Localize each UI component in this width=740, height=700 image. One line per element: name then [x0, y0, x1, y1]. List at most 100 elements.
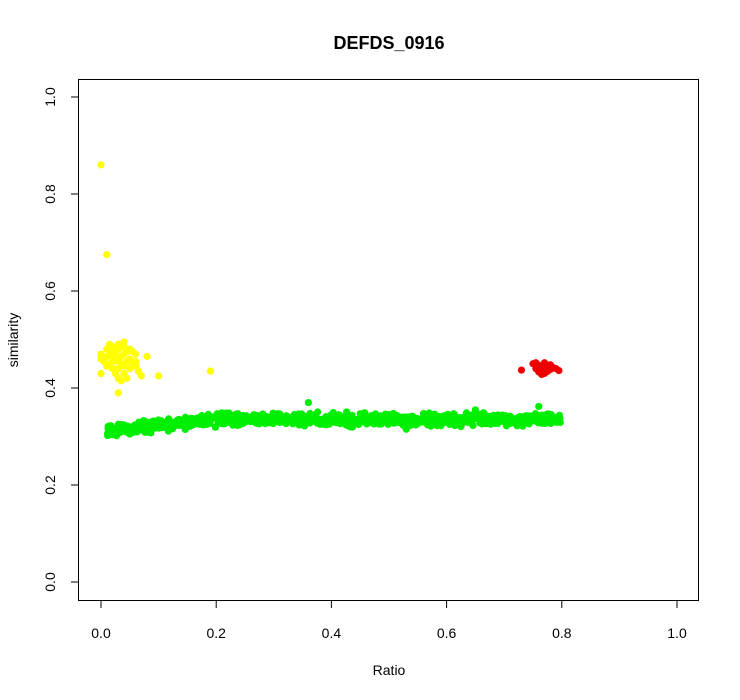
data-point	[106, 340, 114, 348]
data-point	[446, 413, 454, 421]
data-point	[386, 413, 394, 421]
data-point	[489, 416, 497, 424]
data-point	[283, 415, 291, 423]
data-point	[543, 367, 552, 376]
data-point	[118, 427, 127, 435]
data-point	[206, 367, 215, 375]
data-point	[187, 414, 195, 422]
data-point	[190, 419, 198, 428]
y-tick-label: 0.2	[42, 475, 58, 495]
x-axis: 0.0 0.2 0.4 0.6 0.8 1.0	[91, 600, 687, 641]
data-point	[342, 408, 351, 416]
data-point	[143, 352, 151, 361]
data-point	[537, 413, 545, 422]
data-point	[126, 430, 134, 438]
data-point	[535, 402, 543, 411]
series-2	[517, 359, 563, 379]
data-point	[471, 406, 479, 414]
x-tick-label: 0.6	[437, 625, 457, 641]
data-point	[477, 418, 485, 426]
data-point	[103, 251, 111, 259]
series-1	[97, 161, 215, 397]
data-point	[504, 415, 513, 423]
data-point	[366, 417, 374, 425]
data-point	[515, 415, 523, 423]
data-point	[556, 418, 564, 427]
data-point	[544, 412, 552, 420]
data-point	[360, 415, 369, 423]
data-point	[142, 421, 150, 430]
data-point	[532, 359, 540, 367]
data-point	[117, 377, 125, 385]
data-point	[117, 340, 125, 348]
data-point	[377, 420, 385, 428]
plot-frame	[78, 79, 699, 601]
data-point	[145, 427, 153, 435]
data-point	[155, 372, 163, 380]
data-point	[413, 419, 421, 428]
data-point	[135, 420, 143, 428]
data-point	[129, 348, 137, 356]
data-point	[464, 414, 472, 422]
data-point	[468, 420, 476, 428]
data-point	[114, 420, 122, 429]
data-point	[239, 411, 247, 420]
data-point	[521, 417, 529, 426]
data-point	[155, 419, 164, 428]
data-point	[498, 417, 506, 425]
data-point	[131, 362, 140, 370]
data-point	[498, 411, 507, 419]
data-point	[304, 398, 312, 407]
data-point	[437, 422, 445, 430]
y-axis: 0.0 0.2 0.4 0.6 0.8 1.0	[42, 87, 79, 592]
data-point	[325, 414, 333, 423]
y-tick-label: 0.8	[42, 184, 58, 204]
y-axis-label: similarity	[5, 313, 21, 367]
data-point	[123, 374, 131, 382]
data-point	[472, 413, 480, 421]
data-point	[231, 418, 239, 426]
data-point	[402, 425, 410, 433]
data-point	[103, 362, 111, 370]
x-tick-label: 0.4	[322, 625, 342, 641]
x-axis-label: Ratio	[373, 662, 406, 678]
data-point	[538, 370, 546, 379]
data-point	[274, 415, 282, 424]
data-point	[247, 417, 256, 426]
data-point	[394, 415, 402, 423]
data-point	[306, 419, 314, 427]
data-point	[196, 420, 204, 428]
data-point	[149, 419, 157, 427]
x-tick-label: 0.0	[91, 625, 111, 641]
data-point	[257, 417, 265, 425]
data-point	[262, 412, 270, 420]
data-point	[267, 416, 275, 424]
data-point	[174, 416, 182, 424]
x-tick-label: 0.2	[206, 625, 226, 641]
data-point	[384, 420, 393, 428]
data-point	[104, 422, 112, 431]
data-point	[213, 414, 221, 422]
data-point	[97, 369, 105, 378]
data-point	[455, 415, 463, 423]
data-point	[403, 417, 411, 425]
data-point	[340, 418, 348, 426]
data-point	[419, 414, 427, 422]
data-point	[431, 411, 439, 420]
data-point	[97, 161, 105, 169]
data-points	[97, 161, 564, 440]
x-tick-label: 0.8	[552, 625, 572, 641]
y-tick-label: 0.6	[42, 281, 58, 301]
data-point	[104, 431, 112, 440]
data-point	[517, 366, 526, 374]
data-point	[97, 350, 105, 358]
chart-title: DEFDS_0916	[333, 33, 444, 53]
x-tick-label: 1.0	[667, 625, 687, 641]
data-point	[427, 421, 435, 430]
data-point	[350, 420, 358, 428]
y-tick-label: 0.4	[42, 378, 58, 398]
y-tick-label: 1.0	[42, 87, 58, 107]
data-point	[114, 389, 122, 397]
data-point	[316, 417, 324, 425]
series-0	[104, 398, 564, 440]
